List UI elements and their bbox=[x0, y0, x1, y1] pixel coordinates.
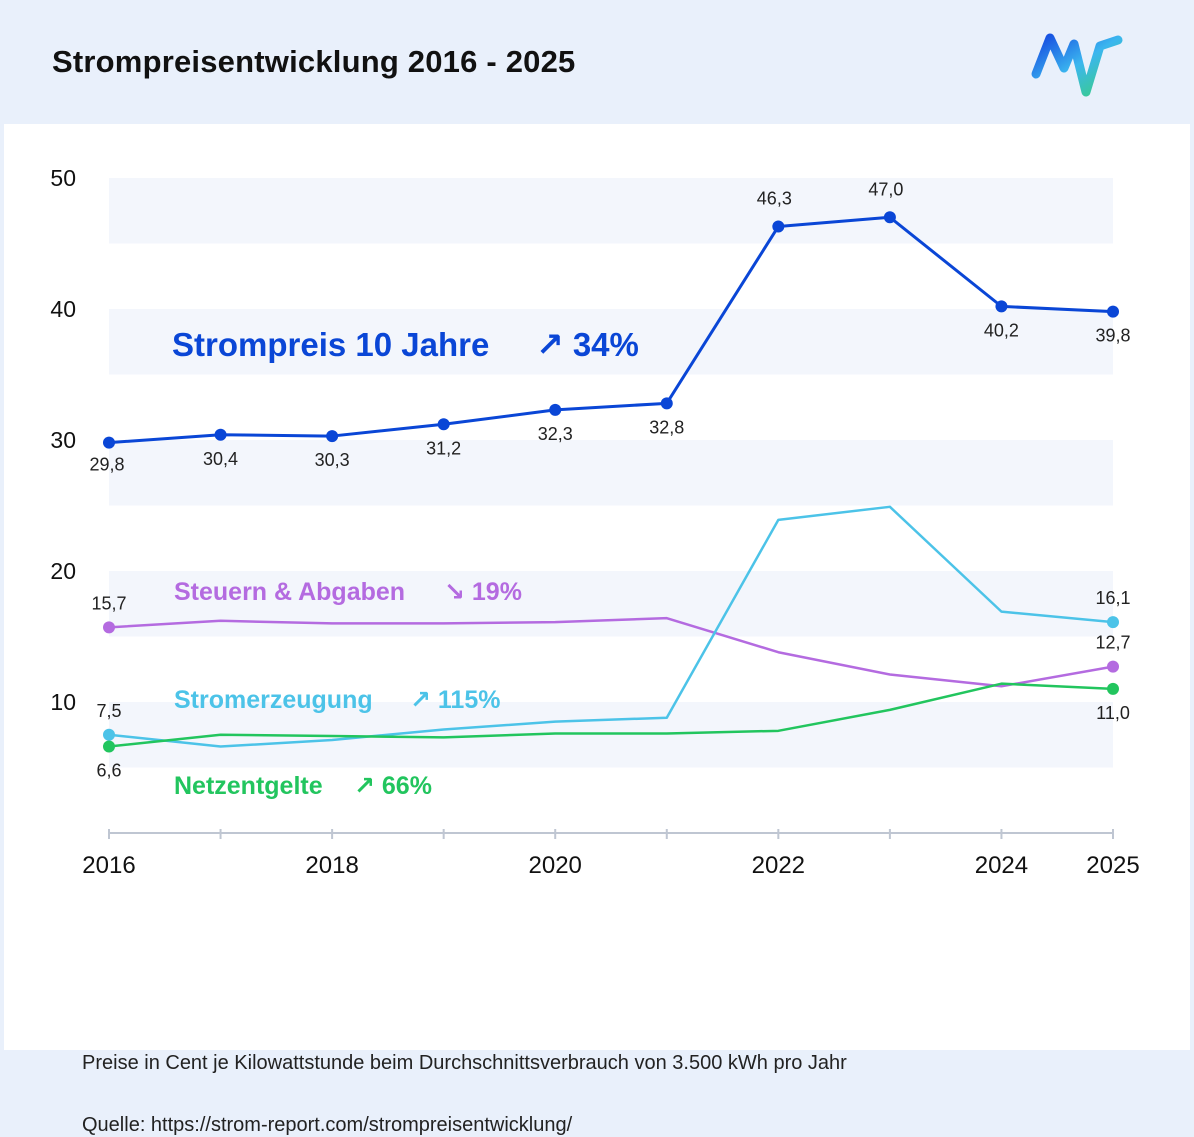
x-tick-label: 2018 bbox=[305, 852, 358, 879]
y-tick-label: 20 bbox=[50, 558, 76, 584]
data-label: 31,2 bbox=[426, 438, 461, 458]
data-label: 40,2 bbox=[984, 320, 1019, 340]
series-annotation-change: ↗ 34% bbox=[536, 326, 639, 363]
x-tick-label: 2024 bbox=[975, 852, 1028, 879]
data-label: 12,7 bbox=[1095, 633, 1130, 653]
line-chart: 10 20 30 40 50 2016 2018 2020 2022 2024 2025 29,8 30… bbox=[50, 165, 1139, 879]
data-point bbox=[549, 403, 562, 416]
grid-band bbox=[109, 178, 1113, 244]
data-label: 39,8 bbox=[1095, 326, 1130, 346]
series-line-strompreis-10-jahre bbox=[108, 215, 1114, 445]
grid-band bbox=[109, 571, 1113, 637]
data-point bbox=[1107, 616, 1119, 629]
data-label: 7,5 bbox=[96, 701, 121, 721]
grid-band bbox=[109, 440, 1113, 506]
series-line-steuern-abgaben bbox=[108, 616, 1114, 688]
y-tick-label: 40 bbox=[50, 296, 76, 322]
data-point bbox=[214, 428, 227, 441]
data-point bbox=[103, 436, 115, 449]
series-annotation-label: Steuern & Abgaben bbox=[174, 578, 405, 606]
series-line-stromerzeugung bbox=[108, 505, 1114, 748]
series-annotation-label: Netzentgelte bbox=[174, 772, 323, 800]
data-label: 32,8 bbox=[649, 417, 684, 437]
page-title: Strompreisentwicklung 2016 - 2025 bbox=[52, 44, 576, 79]
data-label: 47,0 bbox=[868, 179, 903, 199]
data-point bbox=[103, 740, 115, 753]
mw-logo-icon bbox=[1031, 33, 1123, 97]
header: Strompreisentwicklung 2016 - 2025 bbox=[0, 0, 1194, 124]
data-label: 30,3 bbox=[315, 450, 350, 470]
x-tick-label: 2022 bbox=[752, 852, 805, 879]
data-label: 29,8 bbox=[89, 455, 124, 475]
data-point bbox=[883, 211, 896, 224]
series-annotation-label: Stromerzeugung bbox=[174, 686, 373, 714]
x-tick-label: 2025 bbox=[1086, 852, 1139, 879]
data-point bbox=[1107, 682, 1119, 695]
data-point bbox=[103, 621, 115, 634]
data-label: 32,3 bbox=[538, 424, 573, 444]
data-label: 6,6 bbox=[96, 761, 121, 781]
y-tick-label: 10 bbox=[50, 689, 76, 715]
data-point bbox=[103, 728, 115, 741]
data-point bbox=[772, 220, 785, 233]
data-point bbox=[1107, 305, 1119, 318]
data-label: 11,0 bbox=[1096, 703, 1130, 723]
x-tick-label: 2016 bbox=[82, 852, 135, 879]
footnote: Preise in Cent je Kilowattstunde beim Du… bbox=[82, 1052, 847, 1074]
data-label: 15,7 bbox=[91, 593, 126, 613]
data-point bbox=[995, 300, 1008, 313]
series-annotation-change: ↗ 115% bbox=[410, 686, 500, 714]
data-point bbox=[326, 430, 339, 443]
data-label: 30,4 bbox=[203, 449, 238, 469]
data-point bbox=[1107, 660, 1119, 673]
series-line-netzentgelte bbox=[108, 682, 1114, 748]
chart-card: 10 20 30 40 50 2016 2018 2020 2022 2024 2025 29,8 30… bbox=[4, 124, 1190, 1136]
source-note: Quelle: https://strom-report.com/strompr… bbox=[82, 1114, 573, 1136]
data-point bbox=[660, 397, 673, 410]
y-tick-label: 50 bbox=[50, 165, 76, 191]
data-point bbox=[437, 418, 450, 431]
series-annotation-label: Strompreis 10 Jahre bbox=[172, 326, 489, 363]
y-tick-label: 30 bbox=[50, 427, 76, 453]
data-label: 16,1 bbox=[1095, 588, 1130, 608]
series-annotation-change: ↘ 19% bbox=[444, 578, 522, 606]
grid-band bbox=[109, 309, 1113, 375]
data-label: 46,3 bbox=[757, 188, 792, 208]
x-tick-label: 2020 bbox=[529, 852, 582, 879]
series-annotation-change: ↗ 66% bbox=[354, 772, 432, 800]
